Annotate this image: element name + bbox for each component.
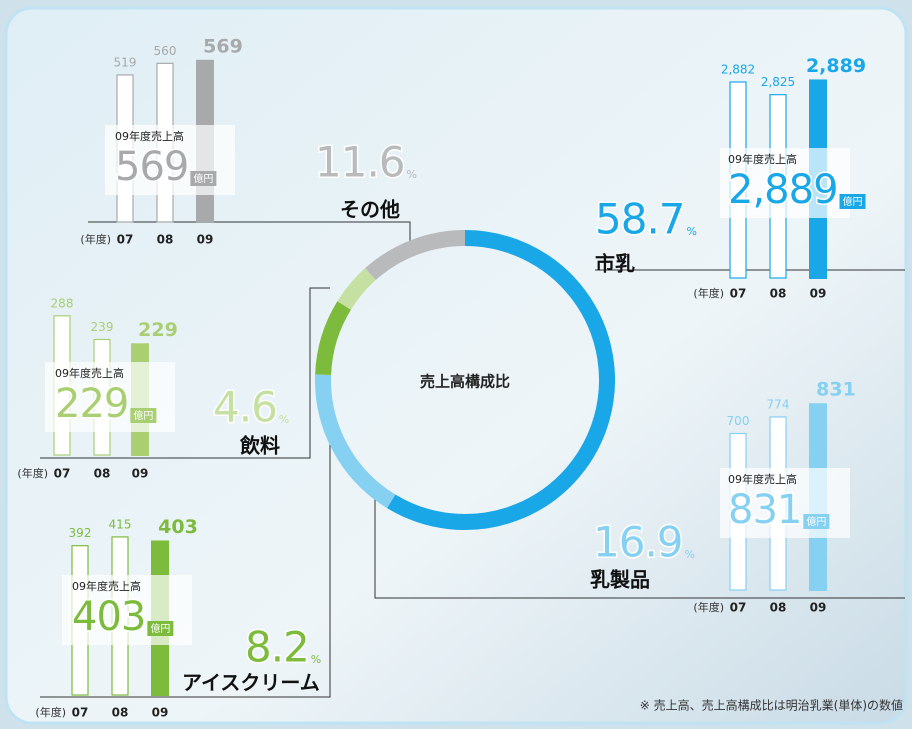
percent-unit: % xyxy=(407,168,417,181)
value-label: 519 xyxy=(114,55,137,69)
value-label: 288 xyxy=(51,296,74,310)
highlight-unit: 億円 xyxy=(150,622,170,635)
annotation: 09年度売上高 xyxy=(115,129,184,143)
value-label: 392 xyxy=(69,526,92,540)
x-tick-label: 09 xyxy=(152,706,169,720)
annotation: 09年度売上高 xyxy=(72,579,141,593)
value-label: 774 xyxy=(767,397,790,411)
x-tick-label: 08 xyxy=(770,287,787,301)
highlight-value: 229 xyxy=(55,381,128,427)
percent-unit: % xyxy=(685,548,695,561)
x-tick-label: 09 xyxy=(197,233,214,247)
segment-name: 乳製品 xyxy=(590,568,650,592)
segment-name: 飲料 xyxy=(239,434,280,458)
x-axis-label: (年度) xyxy=(35,705,66,719)
x-tick-label: 07 xyxy=(117,233,134,247)
x-tick-label: 09 xyxy=(810,287,827,301)
x-tick-label: 07 xyxy=(72,706,89,720)
x-tick-label: 07 xyxy=(730,601,747,615)
pie-title: 売上高構成比 xyxy=(420,373,510,391)
x-tick-label: 08 xyxy=(112,706,129,720)
footnote: ※ 売上高、売上高構成比は明治乳業(単体)の数値 xyxy=(640,698,903,713)
x-tick-label: 08 xyxy=(157,233,174,247)
segment-name: その他 xyxy=(340,198,400,222)
percent-label: 8.2 xyxy=(245,623,309,672)
highlight-unit: 億円 xyxy=(843,195,863,208)
x-axis-label: (年度) xyxy=(17,466,48,480)
highlight-value: 569 xyxy=(115,144,188,190)
percent-unit: % xyxy=(279,413,289,426)
highlight-unit: 億円 xyxy=(806,515,826,528)
value-label: 569 xyxy=(203,35,243,57)
x-tick-label: 08 xyxy=(94,467,111,481)
x-tick-label: 09 xyxy=(132,467,149,481)
value-label: 2,882 xyxy=(721,63,755,77)
value-label: 229 xyxy=(138,319,178,341)
percent-unit: % xyxy=(687,225,697,238)
highlight-value: 403 xyxy=(72,594,145,640)
value-label: 700 xyxy=(727,414,750,428)
segment-name: 市乳 xyxy=(595,252,635,276)
highlight-unit: 億円 xyxy=(193,172,213,185)
value-label: 831 xyxy=(816,379,856,401)
value-label: 403 xyxy=(158,516,198,538)
x-tick-label: 08 xyxy=(770,601,787,615)
annotation: 09年度売上高 xyxy=(728,472,797,486)
percent-unit: % xyxy=(311,653,321,666)
annotation: 09年度売上高 xyxy=(55,366,124,380)
value-label: 415 xyxy=(109,517,132,531)
x-tick-label: 09 xyxy=(810,601,827,615)
x-tick-label: 07 xyxy=(54,467,71,481)
annotation: 09年度売上高 xyxy=(728,152,797,166)
x-axis-label: (年度) xyxy=(693,286,724,300)
percent-label: 16.9 xyxy=(593,518,683,567)
x-tick-label: 07 xyxy=(730,287,747,301)
value-label: 2,825 xyxy=(761,75,795,89)
value-label: 239 xyxy=(91,320,114,334)
highlight-value: 831 xyxy=(728,487,801,533)
segment-name: アイスクリーム xyxy=(182,671,320,695)
infographic: 売上高構成比 ※ 売上高、売上高構成比は明治乳業(単体)の数値 58.7% 市乳 1… xyxy=(0,0,912,729)
percent-label: 11.6 xyxy=(315,138,405,187)
percent-label: 58.7 xyxy=(595,195,685,244)
highlight-unit: 億円 xyxy=(133,409,153,422)
x-axis-label: (年度) xyxy=(693,600,724,614)
value-label: 560 xyxy=(154,44,177,58)
percent-label: 4.6 xyxy=(213,383,277,432)
highlight-value: 2,889 xyxy=(728,167,838,213)
value-label: 2,889 xyxy=(806,55,866,77)
x-axis-label: (年度) xyxy=(80,232,111,246)
